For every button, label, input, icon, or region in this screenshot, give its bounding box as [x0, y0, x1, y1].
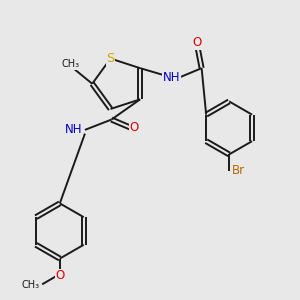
Text: CH₃: CH₃ — [61, 59, 80, 70]
Text: NH: NH — [64, 123, 82, 136]
Text: O: O — [55, 269, 64, 282]
Text: Br: Br — [232, 164, 245, 178]
Text: CH₃: CH₃ — [21, 280, 39, 290]
Text: S: S — [106, 52, 115, 65]
Text: NH: NH — [163, 71, 180, 84]
Text: O: O — [130, 121, 139, 134]
Text: O: O — [193, 36, 202, 49]
